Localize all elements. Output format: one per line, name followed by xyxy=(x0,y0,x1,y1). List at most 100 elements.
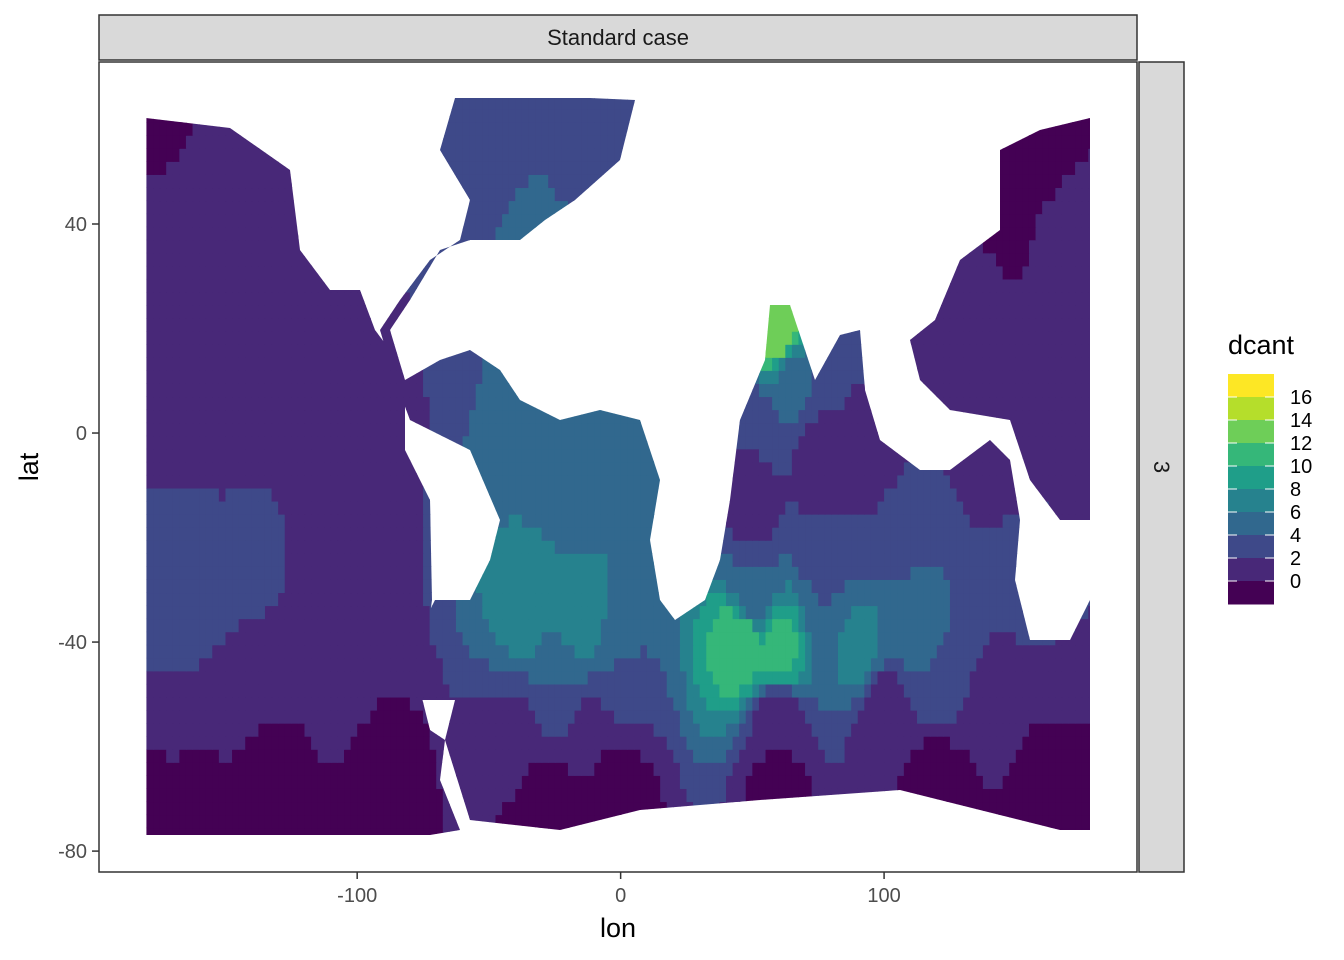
heatmap-cell xyxy=(851,435,859,450)
heatmap-cell xyxy=(291,801,299,816)
heatmap-cell xyxy=(185,644,194,659)
heatmap-cell xyxy=(409,657,418,672)
heatmap-cell xyxy=(956,736,964,750)
heatmap-cell xyxy=(172,396,180,411)
heatmap-cell xyxy=(311,592,319,607)
heatmap-cell xyxy=(561,801,569,816)
heatmap-cell xyxy=(153,383,161,398)
heatmap-cell xyxy=(245,801,253,816)
heatmap-cell xyxy=(614,618,622,633)
heatmap-cell xyxy=(752,540,760,554)
heatmap-cell xyxy=(646,762,655,776)
heatmap-cell xyxy=(488,396,497,411)
heatmap-cell xyxy=(969,461,977,476)
heatmap-cell xyxy=(996,696,1004,711)
heatmap-cell xyxy=(1081,644,1089,659)
heatmap-cell xyxy=(699,631,707,646)
heatmap-cell xyxy=(251,644,259,659)
heatmap-cell xyxy=(528,814,536,829)
heatmap-cell xyxy=(337,644,345,659)
heatmap-cell xyxy=(870,553,879,567)
heatmap-cell xyxy=(765,422,773,437)
heatmap-cell xyxy=(989,500,997,515)
heatmap-cell xyxy=(271,500,279,515)
heatmap-cell xyxy=(357,487,365,502)
heatmap-cell xyxy=(370,527,378,541)
heatmap-cell xyxy=(383,788,391,803)
heatmap-cell xyxy=(574,409,582,424)
heatmap-cell xyxy=(528,527,536,541)
heatmap-cell xyxy=(396,618,404,633)
heatmap-cell xyxy=(502,683,510,698)
heatmap-cell xyxy=(963,527,971,541)
heatmap-cell xyxy=(831,448,839,463)
heatmap-cell xyxy=(482,670,490,685)
heatmap-cell xyxy=(1061,487,1070,502)
heatmap-cell xyxy=(917,762,925,776)
heatmap-cell xyxy=(185,540,194,554)
heatmap-cell xyxy=(620,605,628,620)
heatmap-cell xyxy=(778,527,786,541)
heatmap-cell xyxy=(989,736,997,750)
heatmap-cell xyxy=(291,683,299,698)
heatmap-cell xyxy=(851,644,859,659)
heatmap-cell xyxy=(363,736,371,750)
heatmap-cell xyxy=(541,788,549,803)
heatmap-cell xyxy=(284,383,292,398)
heatmap-cell xyxy=(594,670,602,685)
heatmap-cell xyxy=(205,500,213,515)
heatmap-cell xyxy=(963,683,971,698)
heatmap-cell xyxy=(436,670,444,685)
heatmap-cell xyxy=(205,723,213,737)
heatmap-cell xyxy=(969,696,977,711)
heatmap-cell xyxy=(376,631,385,646)
heatmap-cell xyxy=(778,461,786,476)
heatmap-cell xyxy=(726,566,734,580)
heatmap-cell xyxy=(495,670,503,685)
heatmap-cell xyxy=(264,670,273,685)
heatmap-cell xyxy=(218,487,227,502)
heatmap-cell xyxy=(317,605,325,620)
heatmap-cell xyxy=(1068,644,1076,659)
heatmap-cell xyxy=(765,566,773,580)
heatmap-cell xyxy=(745,422,753,437)
heatmap-cell xyxy=(996,527,1004,541)
heatmap-cell xyxy=(482,579,490,594)
heatmap-cell xyxy=(212,814,220,829)
heatmap-cell xyxy=(917,723,925,737)
heatmap-cell xyxy=(330,644,339,659)
heatmap-cell xyxy=(1028,723,1037,737)
heatmap-cell xyxy=(232,435,240,450)
heatmap-cell xyxy=(732,736,740,750)
heatmap-cell xyxy=(1068,422,1076,437)
heatmap-cell xyxy=(778,736,786,750)
heatmap-cell xyxy=(488,736,497,750)
heatmap-cell xyxy=(179,487,187,502)
heatmap-cell xyxy=(284,487,292,502)
heatmap-cell xyxy=(884,762,892,776)
heatmap-cell xyxy=(600,474,609,489)
heatmap-cell xyxy=(245,644,253,659)
heatmap-cell xyxy=(218,749,227,763)
heatmap-cell xyxy=(976,723,984,737)
heatmap-cell xyxy=(1002,527,1010,541)
heatmap-cell xyxy=(166,566,174,580)
heatmap-cell xyxy=(870,461,879,476)
heatmap-cell xyxy=(225,553,233,567)
heatmap-cell xyxy=(172,500,180,515)
heatmap-cell xyxy=(350,723,358,737)
heatmap-cell xyxy=(897,683,905,698)
heatmap-cell xyxy=(864,461,872,476)
heatmap-cell xyxy=(732,540,740,554)
heatmap-cell xyxy=(1068,448,1076,463)
heatmap-cell xyxy=(146,696,154,711)
heatmap-cell xyxy=(317,540,325,554)
heatmap-cell xyxy=(633,657,641,672)
heatmap-cell xyxy=(357,710,365,724)
heatmap-cell xyxy=(357,762,365,776)
heatmap-cell xyxy=(732,448,740,463)
heatmap-cell xyxy=(245,710,253,724)
heatmap-cell xyxy=(1068,736,1076,750)
heatmap-cell xyxy=(423,605,431,620)
heatmap-cell xyxy=(232,788,240,803)
